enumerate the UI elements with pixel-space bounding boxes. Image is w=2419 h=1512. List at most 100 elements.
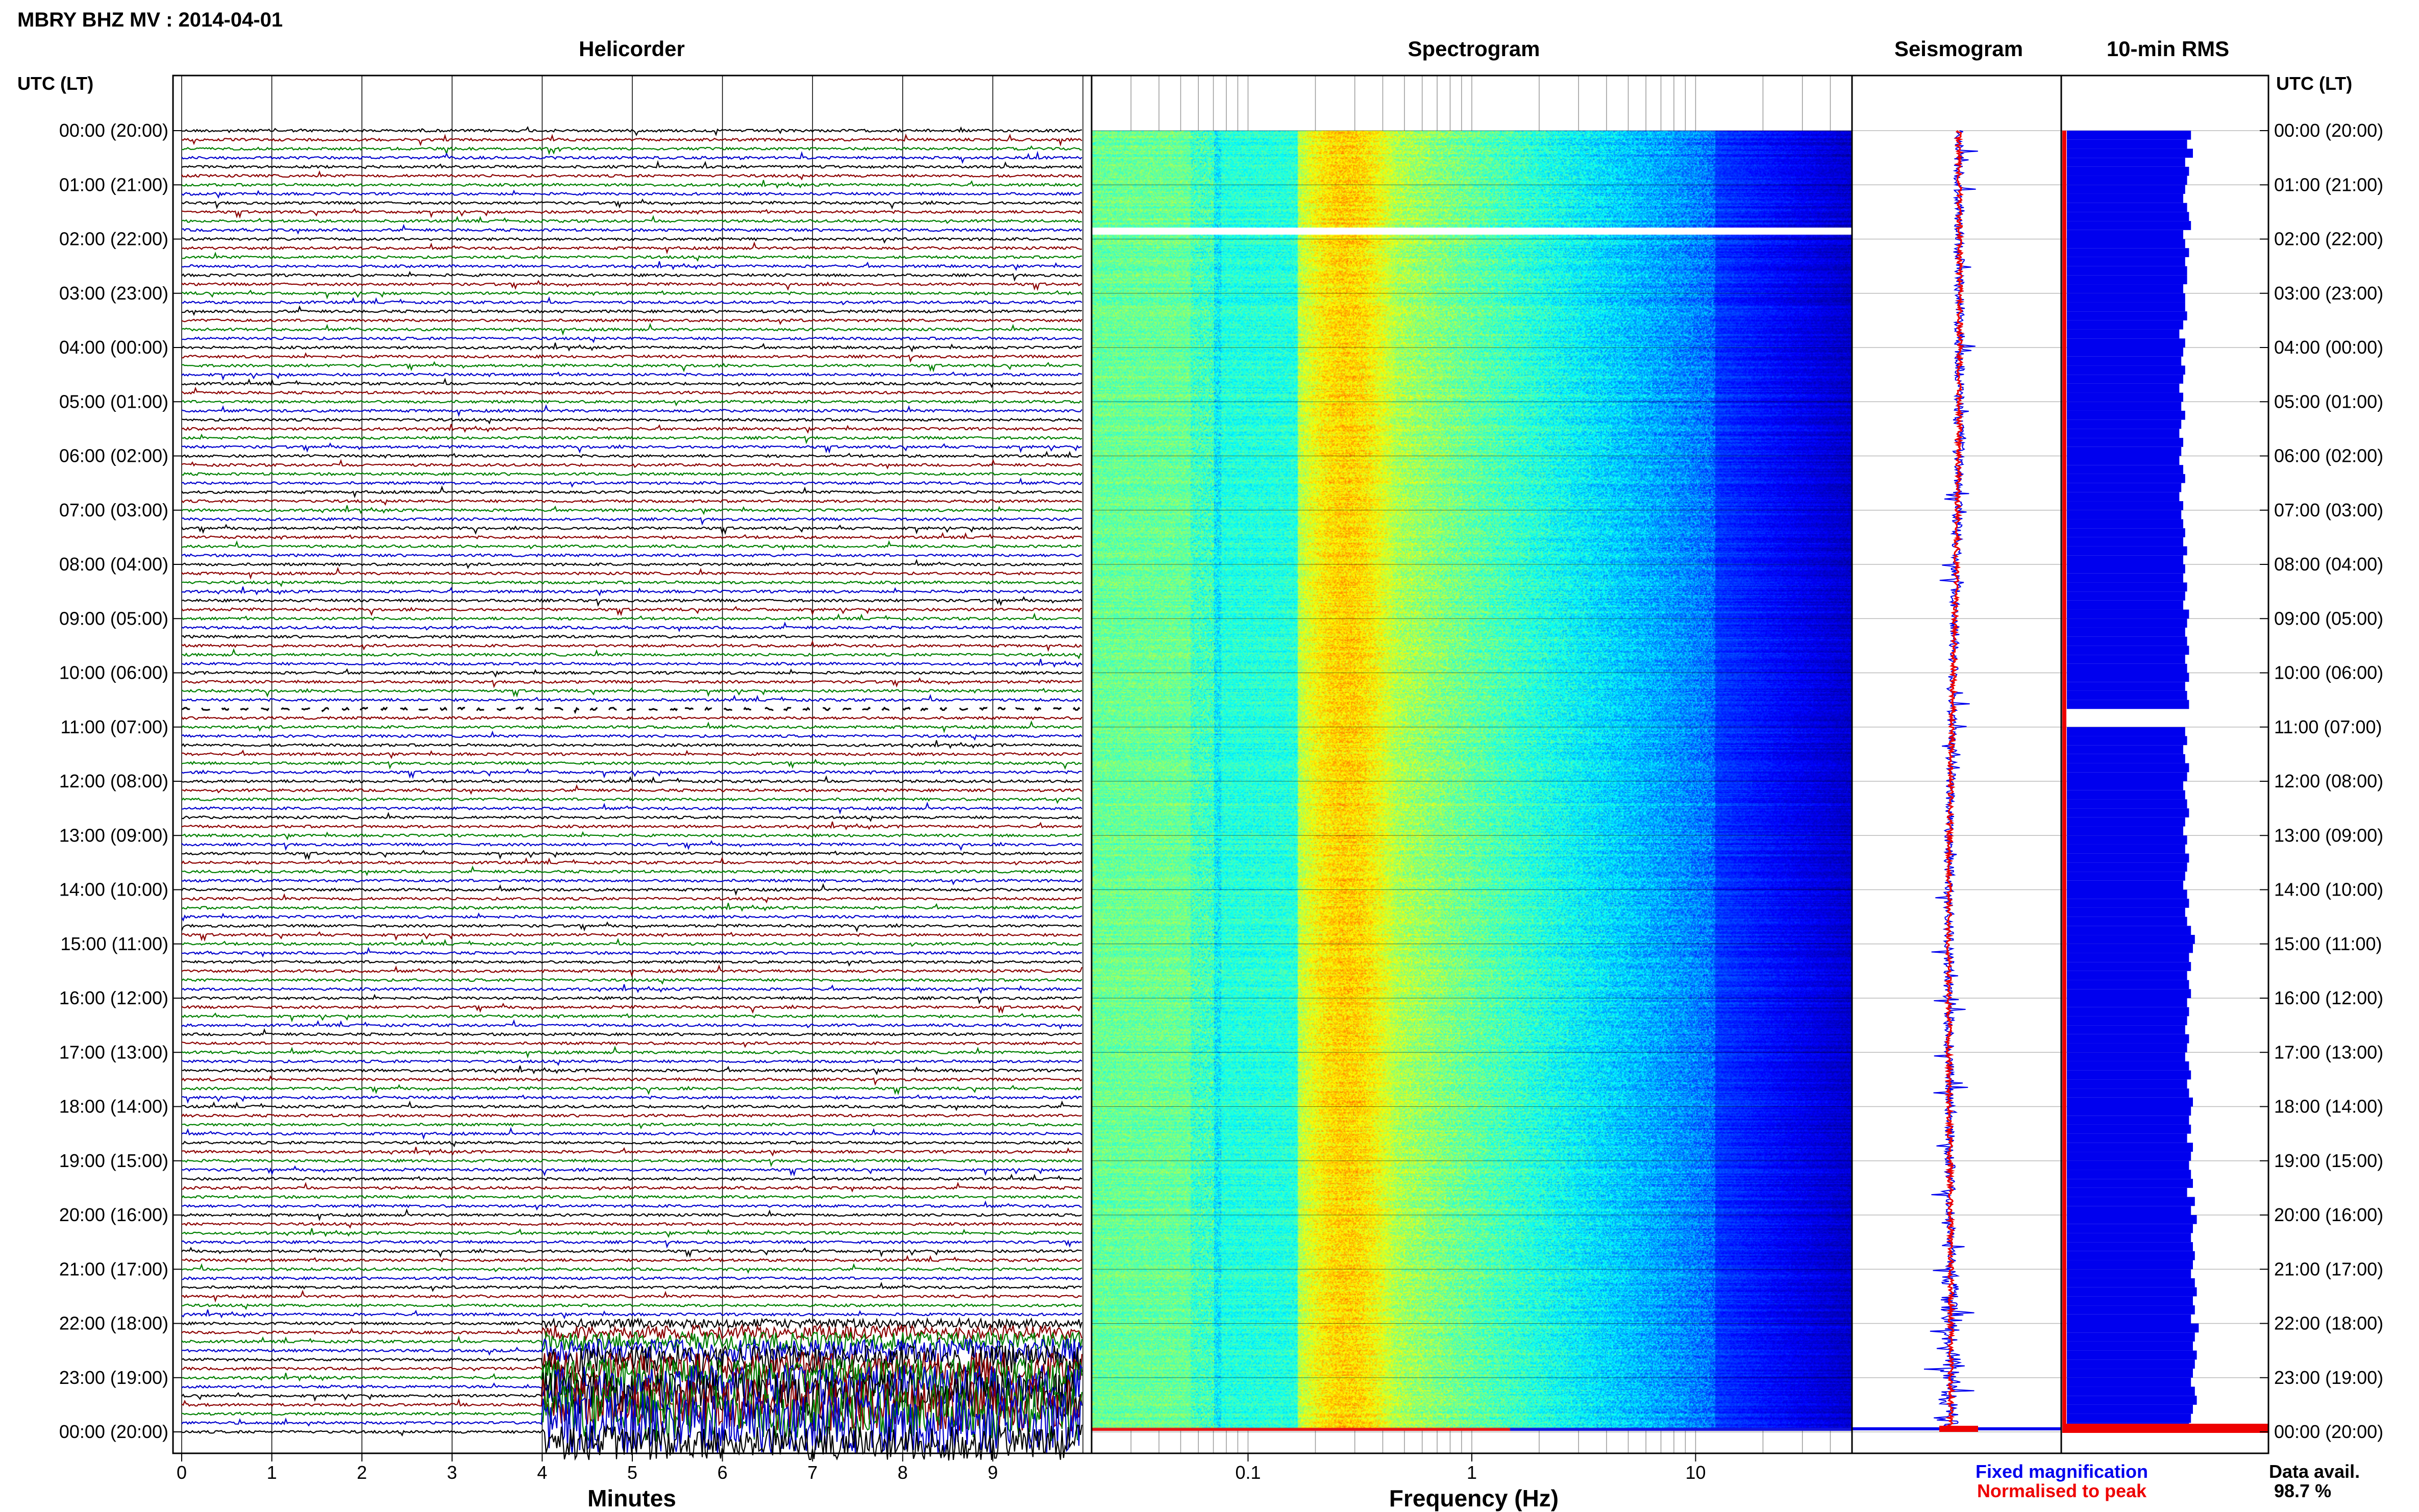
helicorder-trace bbox=[181, 856, 1082, 866]
time-label-left: 00:00 (20:00) bbox=[59, 1421, 168, 1442]
rms-bar bbox=[2067, 853, 2189, 863]
time-label-right: 15:00 (11:00) bbox=[2274, 933, 2382, 954]
helicorder-trace bbox=[181, 252, 1082, 262]
helicorder-trace bbox=[181, 424, 1082, 434]
helicorder-trace bbox=[181, 378, 1082, 388]
rms-bar bbox=[2067, 348, 2183, 357]
rms-bar bbox=[2067, 338, 2185, 348]
legend-fixed-magnification: Fixed magnification bbox=[1976, 1461, 2148, 1482]
rms-bar bbox=[2067, 438, 2183, 447]
rms-bar bbox=[2067, 1007, 2189, 1017]
rms-bar bbox=[2067, 1097, 2193, 1107]
rms-bar bbox=[2067, 1369, 2193, 1378]
helicorder-trace bbox=[181, 1344, 1083, 1375]
helicorder-trace bbox=[181, 1208, 1082, 1222]
rms-bar bbox=[2067, 230, 2183, 239]
time-label-left: 16:00 (12:00) bbox=[59, 987, 168, 1008]
rms-bar bbox=[2067, 618, 2187, 628]
helicorder-trace bbox=[181, 612, 1082, 621]
helicorder-trace bbox=[181, 451, 1082, 459]
rms-bar bbox=[2067, 1350, 2197, 1360]
helicorder-trace bbox=[181, 237, 1082, 244]
time-label-right: 20:00 (16:00) bbox=[2274, 1204, 2383, 1225]
helicorder-trace bbox=[181, 840, 1082, 851]
rms-title: 10-min RMS bbox=[2107, 37, 2229, 61]
rms-bar bbox=[2067, 465, 2183, 474]
helicorder-trace bbox=[181, 821, 1082, 831]
rms-bar bbox=[2067, 257, 2185, 266]
helicorder-trace bbox=[181, 1290, 1082, 1303]
rms-bar bbox=[2067, 872, 2185, 881]
rms-bar bbox=[2067, 293, 2185, 303]
helicorder-trace bbox=[182, 1276, 1082, 1281]
seismogram-normalised-trace bbox=[1943, 130, 1965, 1432]
helicorder-trace bbox=[181, 596, 1082, 607]
helicorder-trace bbox=[181, 1173, 1082, 1182]
helicorder-trace bbox=[181, 532, 1082, 540]
rms-bar bbox=[2067, 329, 2180, 339]
rms-bar bbox=[2067, 537, 2183, 547]
rms-bar bbox=[2067, 419, 2182, 429]
helicorder-trace bbox=[181, 459, 1082, 470]
rms-bar bbox=[2067, 1260, 2193, 1270]
rms-bar bbox=[2067, 131, 2191, 140]
rms-bar bbox=[2067, 1323, 2199, 1333]
helicorder-trace bbox=[181, 715, 1082, 721]
helicorder-trace bbox=[181, 921, 1082, 933]
rms-bar bbox=[2067, 166, 2189, 176]
helicorder-trace bbox=[181, 404, 1082, 417]
rms-bar bbox=[2067, 148, 2193, 158]
helicorder-trace bbox=[181, 215, 1082, 224]
time-label-left: 17:00 (13:00) bbox=[59, 1042, 168, 1062]
helicorder-trace bbox=[181, 865, 1082, 877]
helicorder-trace bbox=[181, 960, 1082, 967]
rms-frame bbox=[2060, 75, 2269, 1454]
rms-bar bbox=[2067, 781, 2183, 790]
helicorder-trace bbox=[181, 964, 1083, 978]
helicorder-trace bbox=[181, 1309, 1082, 1320]
time-label-right: 09:00 (05:00) bbox=[2274, 608, 2383, 629]
data-availability-value: 98.7 % bbox=[2274, 1480, 2331, 1501]
helicorder-trace bbox=[182, 352, 1082, 363]
rms-bar bbox=[2067, 1233, 2191, 1243]
helicorder-trace bbox=[181, 801, 1082, 815]
helicorder-tick-label: 7 bbox=[807, 1462, 818, 1483]
rms-bar bbox=[2067, 501, 2183, 510]
station-title: MBRY BHZ MV : 2014-04-01 bbox=[17, 9, 283, 31]
spectrogram-x-label: Frequency (Hz) bbox=[1389, 1485, 1559, 1511]
helicorder-trace bbox=[181, 1330, 1083, 1352]
helicorder-trace bbox=[181, 1281, 1082, 1292]
time-label-right: 21:00 (17:00) bbox=[2274, 1258, 2383, 1279]
helicorder-trace bbox=[181, 145, 1082, 156]
rms-bar bbox=[2067, 311, 2187, 320]
helicorder-trace bbox=[181, 472, 1082, 477]
rms-bar bbox=[2067, 1133, 2187, 1143]
helicorder-trace bbox=[181, 1147, 1082, 1157]
rms-bar bbox=[2067, 636, 2187, 646]
time-label-right: 03:00 (23:00) bbox=[2274, 283, 2383, 304]
helicorder-trace bbox=[181, 336, 1082, 343]
helicorder-trace bbox=[181, 634, 1082, 639]
time-label-left: 06:00 (02:00) bbox=[59, 445, 168, 466]
time-label-right: 07:00 (03:00) bbox=[2274, 500, 2383, 520]
helicorder-trace bbox=[181, 1247, 1082, 1258]
helicorder-trace bbox=[182, 1200, 1082, 1211]
helicorder-trace bbox=[181, 903, 1082, 912]
time-label-right: 05:00 (01:00) bbox=[2274, 391, 2383, 412]
rms-bar bbox=[2067, 1269, 2191, 1278]
helicorder-trace bbox=[181, 1323, 1083, 1342]
rms-bar bbox=[2067, 1377, 2191, 1387]
helicorder-trace bbox=[181, 784, 1082, 795]
helicorder-tick-label: 5 bbox=[627, 1462, 637, 1483]
rms-bar bbox=[2067, 519, 2183, 529]
rms-bar bbox=[2067, 1224, 2193, 1233]
data-availability-label: Data avail. bbox=[2269, 1461, 2360, 1482]
helicorder-trace bbox=[181, 224, 1082, 235]
helicorder-trace bbox=[181, 1127, 1082, 1140]
helicorder-trace bbox=[181, 1041, 1082, 1048]
rms-bar bbox=[2067, 1034, 2189, 1044]
spectrogram-image bbox=[1092, 131, 1852, 1431]
rms-bar bbox=[2067, 139, 2187, 149]
spectrogram-tick-label: 10 bbox=[1685, 1462, 1706, 1483]
